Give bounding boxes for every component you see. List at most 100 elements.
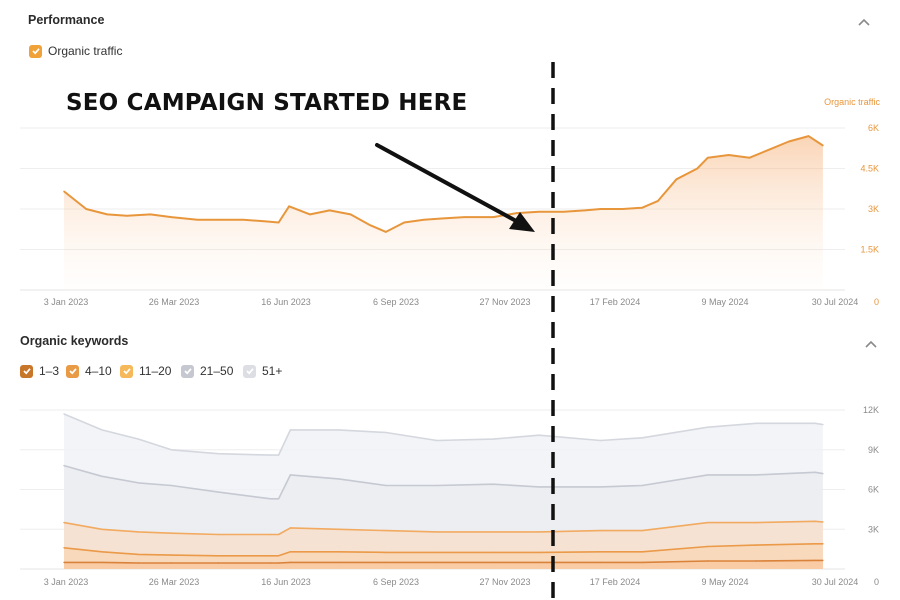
keywords-point-4-10 xyxy=(492,551,494,554)
keywords-point-21-50 xyxy=(101,475,103,477)
legend-51-plus[interactable]: 51+ xyxy=(243,364,282,378)
keywords-point-1-3 xyxy=(137,562,140,564)
y-tick-label: 0 xyxy=(874,577,879,587)
keywords-point-21-50 xyxy=(385,484,387,487)
x-tick-label: 26 Mar 2023 xyxy=(149,297,200,307)
traffic-point xyxy=(563,210,565,213)
keywords-point-11-20 xyxy=(385,529,387,532)
x-tick-label: 6 Sep 2023 xyxy=(373,577,419,587)
legend-label: 4–10 xyxy=(85,364,112,378)
x-tick-label: 16 Jun 2023 xyxy=(261,297,311,307)
keywords-point-11-20 xyxy=(641,529,643,532)
keywords-point-21-50 xyxy=(63,464,65,467)
keywords-point-4-10 xyxy=(641,551,643,553)
traffic-point xyxy=(442,217,445,220)
keywords-point-1-3 xyxy=(289,561,292,564)
y-tick-label: 6K xyxy=(868,485,879,495)
legend-11-20[interactable]: 11–20 xyxy=(120,364,171,378)
keywords-point-51-plus xyxy=(641,437,643,439)
legend-label: 21–50 xyxy=(200,364,234,378)
keywords-point-11-20 xyxy=(822,521,824,523)
legend-1-3[interactable]: 1–3 xyxy=(20,364,59,378)
keywords-point-4-10 xyxy=(707,545,709,548)
traffic-point xyxy=(707,156,709,159)
keywords-point-4-10 xyxy=(270,555,272,557)
legend-label: 51+ xyxy=(262,364,283,378)
keywords-point-11-20 xyxy=(170,532,172,534)
keywords-point-21-50 xyxy=(289,474,292,476)
legend-4-10[interactable]: 4–10 xyxy=(66,364,112,378)
traffic-point xyxy=(657,200,659,202)
keywords-point-1-3 xyxy=(338,561,340,564)
performance-title: Performance xyxy=(28,13,105,27)
keywords-point-4-10 xyxy=(599,551,602,553)
checkbox-checked-icon[interactable] xyxy=(20,364,33,378)
keywords-point-4-10 xyxy=(217,555,220,557)
keywords-point-4-10 xyxy=(436,551,438,554)
keywords-point-4-10 xyxy=(101,551,103,553)
keywords-point-11-20 xyxy=(277,533,280,536)
traffic-point xyxy=(328,209,331,212)
organic-keywords-title: Organic keywords xyxy=(20,334,129,348)
x-tick-label: 3 Jan 2023 xyxy=(44,297,89,307)
keywords-point-21-50 xyxy=(599,486,602,488)
legend-organic-traffic[interactable]: Organic traffic xyxy=(29,44,122,58)
keywords-point-51-plus xyxy=(707,426,709,428)
keywords-point-21-50 xyxy=(436,484,438,487)
keywords-point-51-plus xyxy=(217,453,220,455)
keywords-point-11-20 xyxy=(137,531,140,533)
checkbox-checked-icon[interactable] xyxy=(181,364,194,378)
traffic-axis-title: Organic traffic xyxy=(824,97,880,107)
traffic-point xyxy=(696,167,699,170)
keywords-point-1-3 xyxy=(599,561,602,564)
traffic-point xyxy=(788,140,790,143)
keywords-point-11-20 xyxy=(270,533,272,536)
y-tick-label: 9K xyxy=(868,445,879,455)
keywords-point-21-50 xyxy=(338,478,340,480)
keywords-point-51-plus xyxy=(538,434,540,436)
checkbox-checked-icon[interactable] xyxy=(243,364,256,378)
y-tick-label: 1.5K xyxy=(860,245,879,255)
keywords-point-1-3 xyxy=(538,561,540,564)
keywords-point-1-3 xyxy=(755,560,757,562)
traffic-point xyxy=(807,135,810,137)
x-tick-label: 9 May 2024 xyxy=(701,297,748,307)
checkbox-checked-icon[interactable] xyxy=(120,364,133,378)
keywords-point-51-plus xyxy=(822,423,824,426)
traffic-point xyxy=(748,156,751,159)
keywords-collapse-chevron-up-icon[interactable] xyxy=(864,336,878,348)
keywords-point-51-plus xyxy=(436,439,438,442)
keywords-point-51-plus xyxy=(338,429,340,431)
traffic-point xyxy=(309,213,311,216)
x-tick-label: 26 Mar 2023 xyxy=(149,577,200,587)
traffic-point xyxy=(85,208,87,210)
keywords-point-51-plus xyxy=(755,422,757,424)
keywords-point-11-20 xyxy=(599,529,602,532)
traffic-point xyxy=(621,208,624,210)
traffic-point xyxy=(423,219,425,221)
keywords-point-1-3 xyxy=(101,561,103,564)
x-tick-label: 17 Feb 2024 xyxy=(590,297,641,307)
keywords-point-21-50 xyxy=(217,491,220,493)
keywords-point-1-3 xyxy=(822,559,824,562)
traffic-point xyxy=(126,215,128,217)
x-tick-label: 3 Jan 2023 xyxy=(44,577,89,587)
performance-collapse-chevron-up-icon[interactable] xyxy=(857,14,871,26)
keywords-point-11-20 xyxy=(492,531,494,533)
x-tick-label: 30 Jul 2024 xyxy=(812,297,859,307)
annotation-text: SEO CAMPAIGN STARTED HERE xyxy=(66,90,468,116)
legend-21-50[interactable]: 21–50 xyxy=(181,364,233,378)
traffic-point xyxy=(599,208,602,210)
annotation-arrow xyxy=(375,143,535,232)
y-tick-label: 12K xyxy=(863,405,879,415)
traffic-point xyxy=(492,216,495,218)
checkbox-checked-icon[interactable] xyxy=(29,44,42,58)
keywords-point-21-50 xyxy=(538,486,540,488)
traffic-point xyxy=(641,206,644,209)
keywords-point-21-50 xyxy=(707,474,709,476)
keywords-point-51-plus xyxy=(492,438,494,440)
checkbox-checked-icon[interactable] xyxy=(66,364,79,378)
keywords-point-4-10 xyxy=(170,554,172,556)
y-tick-label: 4.5K xyxy=(860,164,879,174)
